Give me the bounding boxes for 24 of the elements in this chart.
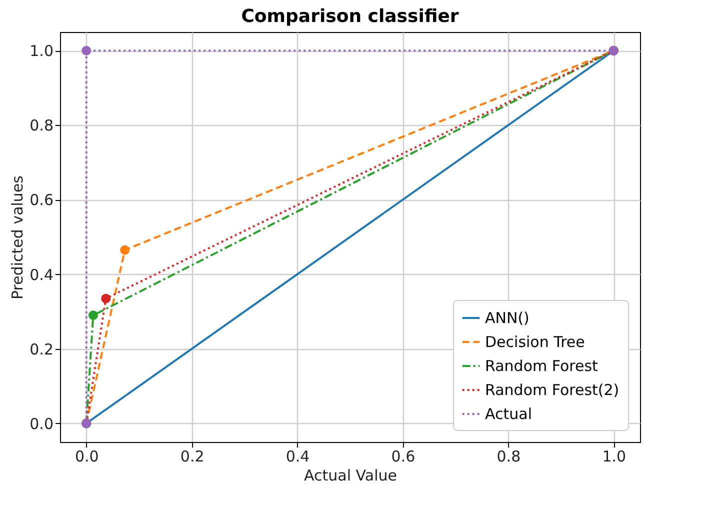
x-axis-title: Actual Value	[304, 466, 397, 484]
y-axis-title: Predicted values	[8, 175, 27, 300]
point	[82, 46, 92, 56]
point	[101, 294, 111, 304]
y-tick-label: 0.8	[30, 116, 54, 135]
x-tick-label: 1.0	[602, 448, 626, 466]
point	[120, 245, 130, 255]
legend-label: Decision Tree	[485, 333, 585, 351]
y-tick-label: 0.0	[30, 414, 54, 433]
legend-label: Actual	[485, 405, 532, 423]
x-tick-label: 0.6	[391, 448, 416, 466]
y-tick-label: 0.4	[30, 266, 54, 284]
legend-label: Random Forest	[485, 357, 598, 375]
x-tick-label: 0.0	[74, 448, 99, 466]
y-tick-label: 0.2	[30, 340, 54, 358]
point	[88, 310, 98, 320]
chart-title: Comparison classifier	[241, 6, 459, 27]
x-tick-label: 0.2	[180, 448, 204, 466]
y-tick-label: 1.0	[30, 42, 54, 60]
x-tick-label: 0.8	[496, 448, 521, 466]
legend-label: ANN()	[485, 309, 530, 327]
y-tick-label: 0.6	[30, 191, 54, 210]
x-tick-label: 0.4	[286, 448, 310, 466]
legend-label: Random Forest(2)	[485, 381, 620, 399]
